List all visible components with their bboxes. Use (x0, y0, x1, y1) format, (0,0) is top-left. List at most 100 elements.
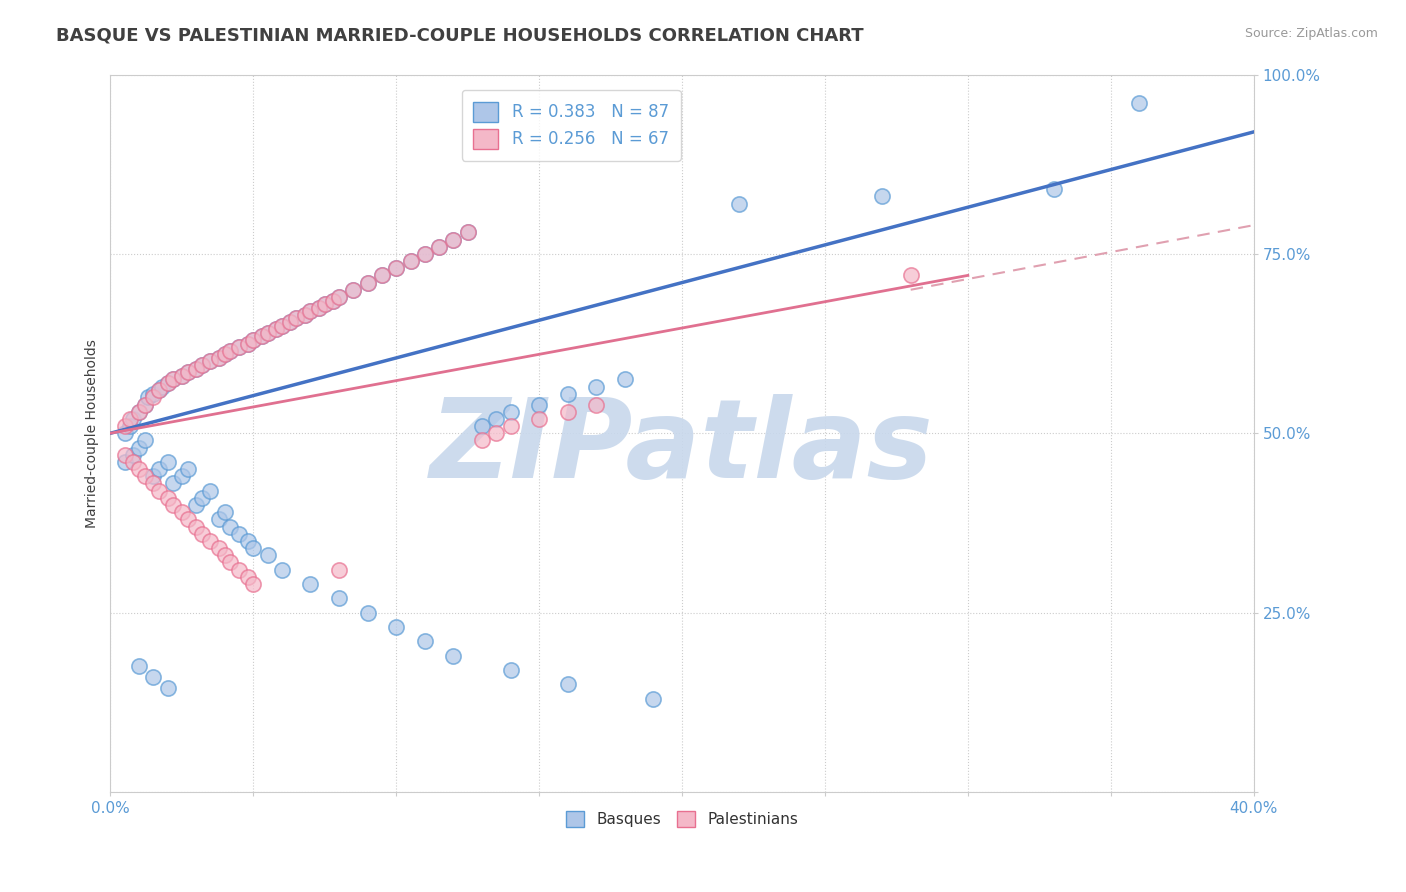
Point (142, 390, 165, 404)
Point (186, 361, 208, 376)
Point (134, 469, 156, 483)
Point (219, 343, 242, 358)
Point (308, 301, 330, 315)
Point (236, 570, 259, 584)
Point (585, 398, 607, 412)
Point (900, 268, 922, 283)
Point (328, 563, 350, 577)
Point (356, 606, 378, 620)
Point (356, 276, 378, 290)
Point (485, 426, 508, 441)
Point (294, 308, 316, 322)
Point (150, 379, 173, 393)
Point (128, 405, 150, 419)
Point (256, 548, 278, 562)
Point (176, 365, 198, 379)
Point (242, 577, 264, 591)
Point (148, 483, 170, 498)
Point (427, 240, 450, 254)
Point (356, 276, 378, 290)
Point (186, 519, 208, 533)
Y-axis label: Married-couple Households: Married-couple Households (86, 339, 100, 528)
Point (156, 376, 179, 390)
Point (499, 405, 522, 419)
Point (134, 398, 156, 412)
Point (457, 225, 479, 239)
Point (128, 659, 150, 673)
Point (128, 441, 150, 455)
Point (299, 304, 322, 318)
Point (208, 541, 231, 555)
Point (170, 368, 193, 383)
Point (1128, 96, 1150, 111)
Point (214, 347, 236, 361)
Point (471, 434, 494, 448)
Point (156, 681, 179, 695)
Point (264, 322, 287, 336)
Point (120, 419, 142, 434)
Point (208, 351, 231, 365)
Point (328, 290, 350, 304)
Point (371, 268, 394, 283)
Point (728, 196, 751, 211)
Point (186, 361, 208, 376)
Point (134, 434, 156, 448)
Text: BASQUE VS PALESTINIAN MARRIED-COUPLE HOUSEHOLDS CORRELATION CHART: BASQUE VS PALESTINIAN MARRIED-COUPLE HOU… (56, 27, 863, 45)
Point (314, 297, 336, 311)
Point (314, 297, 336, 311)
Point (114, 419, 136, 434)
Point (371, 268, 394, 283)
Point (499, 419, 522, 434)
Text: ZIPatlas: ZIPatlas (430, 394, 934, 501)
Point (527, 398, 550, 412)
Point (156, 376, 179, 390)
Point (557, 677, 579, 691)
Point (142, 670, 165, 684)
Point (585, 379, 607, 393)
Point (242, 541, 264, 555)
Point (122, 448, 145, 462)
Point (142, 469, 165, 483)
Point (200, 483, 222, 498)
Point (613, 372, 636, 386)
Point (441, 648, 464, 663)
Point (485, 412, 508, 426)
Text: Source: ZipAtlas.com: Source: ZipAtlas.com (1244, 27, 1378, 40)
Point (441, 233, 464, 247)
Point (399, 254, 422, 268)
Point (242, 333, 264, 347)
Point (228, 340, 250, 354)
Point (242, 333, 264, 347)
Point (191, 358, 214, 372)
Point (322, 293, 344, 308)
Point (208, 512, 231, 526)
Point (643, 691, 665, 706)
Point (219, 519, 242, 533)
Point (270, 563, 292, 577)
Point (285, 311, 308, 326)
Point (413, 634, 436, 648)
Point (342, 283, 364, 297)
Point (214, 505, 236, 519)
Point (527, 412, 550, 426)
Point (162, 498, 184, 512)
Point (280, 315, 302, 329)
Point (114, 455, 136, 469)
Point (250, 329, 273, 343)
Point (156, 491, 179, 505)
Point (219, 343, 242, 358)
Point (214, 347, 236, 361)
Point (156, 455, 179, 469)
Point (122, 412, 145, 426)
Point (114, 426, 136, 441)
Point (191, 358, 214, 372)
Point (228, 563, 250, 577)
Point (200, 354, 222, 368)
Point (299, 304, 322, 318)
Point (176, 462, 198, 476)
Point (208, 351, 231, 365)
Point (399, 254, 422, 268)
Point (385, 261, 408, 276)
Point (427, 240, 450, 254)
Point (308, 301, 330, 315)
